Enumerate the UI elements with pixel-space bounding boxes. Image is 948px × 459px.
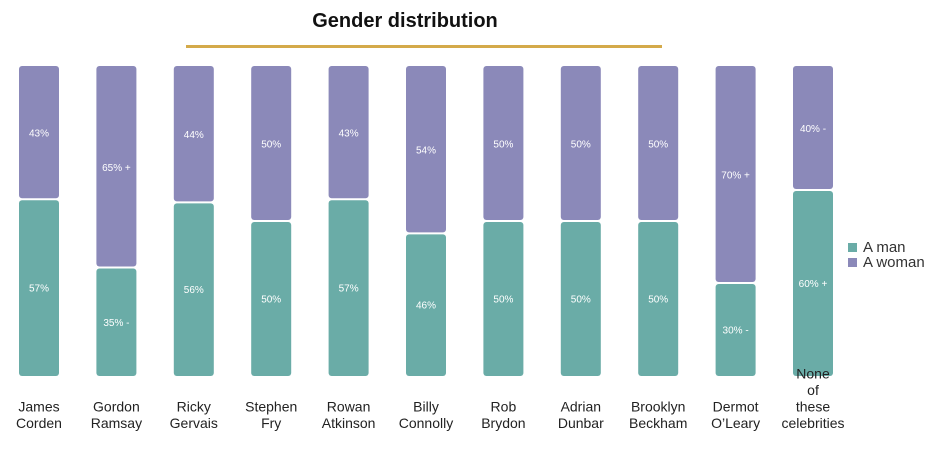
category-label: Brydon <box>481 415 525 431</box>
category-label: Gordon <box>93 399 140 415</box>
data-label-man: 30% - <box>723 326 749 337</box>
bar-segment-woman <box>19 66 59 199</box>
legend-swatch-man <box>848 243 857 252</box>
legend-label-woman: A woman <box>863 254 925 271</box>
category-label: celebrities <box>781 415 844 431</box>
category-label: Connolly <box>399 415 453 431</box>
category-label: Rowan <box>327 399 371 415</box>
legend-label-man: A man <box>863 239 906 256</box>
bar-segment-man <box>483 222 524 376</box>
data-label-man: 57% <box>29 284 49 295</box>
bar-segment-woman <box>406 66 446 233</box>
data-label-man: 56% <box>184 285 204 296</box>
data-label-man: 50% <box>571 295 591 306</box>
category-label: Ricky <box>177 399 211 415</box>
data-label-woman: 70% + <box>721 171 750 182</box>
title-underline <box>186 45 662 48</box>
category-label: Rob <box>491 399 517 415</box>
legend: A man A woman <box>848 240 925 270</box>
bar-segment-woman <box>483 66 524 220</box>
bar-segment-man <box>173 203 214 376</box>
category-label: James <box>18 399 59 415</box>
data-label-man: 60% + <box>799 279 828 290</box>
category-label: these <box>796 399 830 415</box>
category-label: Atkinson <box>322 415 376 431</box>
bar-segment-man <box>19 200 59 376</box>
data-label-man: 46% <box>416 301 436 312</box>
legend-item-woman: A woman <box>848 255 925 270</box>
bar-segment-man <box>793 191 833 376</box>
data-label-woman: 44% <box>184 130 204 141</box>
category-label: Stephen <box>245 399 297 415</box>
bar-segment-man <box>560 222 601 376</box>
data-label-woman: 50% <box>261 140 281 151</box>
bar-segment-man <box>406 234 446 376</box>
category-label: Dunbar <box>558 415 604 431</box>
category-label: Ramsay <box>91 415 142 431</box>
category-label: Gervais <box>170 415 218 431</box>
bar-segment-man <box>715 284 756 376</box>
data-label-man: 50% <box>493 295 513 306</box>
bar-segment-man <box>638 222 679 376</box>
bar-segment-woman <box>328 66 369 199</box>
category-label: Corden <box>16 415 62 431</box>
category-label: Adrian <box>561 399 601 415</box>
chart-title: Gender distribution <box>312 10 498 32</box>
category-label: Billy <box>413 399 439 415</box>
data-label-man: 35% - <box>103 318 129 329</box>
category-label: Brooklyn <box>631 399 685 415</box>
bar-segment-woman <box>560 66 601 220</box>
data-label-man: 50% <box>648 295 668 306</box>
bar-segment-woman <box>715 66 756 282</box>
data-label-woman: 50% <box>571 140 591 151</box>
bar-segment-man <box>96 268 137 376</box>
bar-segment-woman <box>96 66 137 267</box>
legend-item-man: A man <box>848 240 925 255</box>
category-label: O’Leary <box>711 415 760 431</box>
category-label: Dermot <box>713 399 759 415</box>
category-label: None <box>796 366 830 382</box>
data-label-woman: 40% - <box>800 124 826 135</box>
data-label-woman: 43% <box>339 129 359 140</box>
category-label: of <box>807 382 819 398</box>
data-label-man: 57% <box>339 284 359 295</box>
data-label-woman: 50% <box>648 140 668 151</box>
category-label: Fry <box>261 415 281 431</box>
data-label-woman: 43% <box>29 129 49 140</box>
bar-segment-woman <box>793 66 833 189</box>
bar-segment-man <box>251 222 292 376</box>
bar-segment-woman <box>173 66 214 202</box>
legend-swatch-woman <box>848 258 857 267</box>
bar-segment-woman <box>251 66 292 220</box>
data-label-man: 50% <box>261 295 281 306</box>
data-label-woman: 65% + <box>102 163 131 174</box>
data-label-woman: 50% <box>493 140 513 151</box>
data-label-woman: 54% <box>416 146 436 157</box>
category-label: Beckham <box>629 415 687 431</box>
bar-segment-woman <box>638 66 679 220</box>
bar-segment-man <box>328 200 369 376</box>
